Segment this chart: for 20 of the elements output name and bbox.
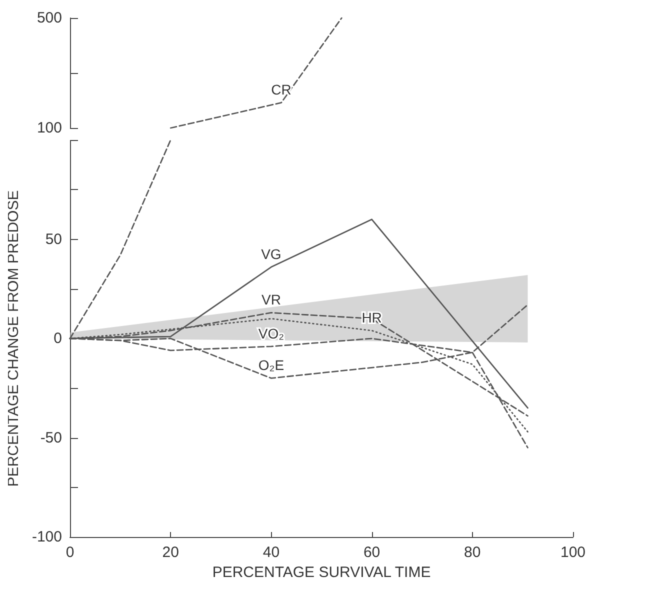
series-label: VO₂ [258,325,284,342]
x-tick-label: 60 [363,544,380,561]
y-tick-label: -100 [32,528,62,546]
x-tick-label: 40 [262,544,280,561]
x-tick-label: 80 [464,544,481,561]
x-tick-label: 100 [560,544,586,561]
y-tick-label: 50 [45,230,62,248]
series-label: VR [261,292,281,308]
series-label: VG [261,246,282,262]
series-label: CR [271,82,292,98]
y-tick-label: 100 [36,120,62,136]
y-tick-label: 0 [54,330,62,347]
y-axis-title: PERCENTAGE CHANGE FROM PREDOSE [5,190,22,487]
y-tick-label: 500 [36,10,62,26]
x-tick-label: 20 [162,544,179,561]
y-tick-label: -50 [40,429,62,446]
x-axis-title: PERCENTAGE SURVIVAL TIME [212,564,431,581]
series-label: HR [362,310,382,326]
series-label: O₂E [258,357,284,374]
x-tick-label: 0 [66,544,74,561]
